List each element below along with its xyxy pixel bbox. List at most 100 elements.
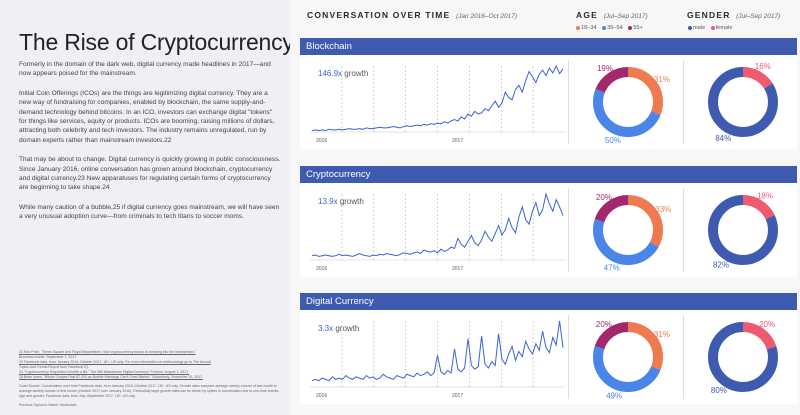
line-chart-digital-currency: 3.3x growth 2016 2017 <box>310 315 565 399</box>
gender-donut: 18% 82% <box>698 188 788 277</box>
page-title: The Rise of Cryptocurrency <box>19 29 294 55</box>
growth-word: growth <box>335 324 360 333</box>
donut-value-label: 20% <box>596 320 612 329</box>
column-divider <box>683 315 684 399</box>
donut-value-label: 20% <box>596 193 612 202</box>
panel-title-cryptocurrency: Cryptocurrency <box>300 166 797 183</box>
legend-label: 18–34 <box>581 25 597 31</box>
donut-value-label: 84% <box>715 134 731 143</box>
footnote-line[interactable]: 25 Brian Iones, "Bitcoin Surges Past $7,… <box>19 375 203 379</box>
footnote-line[interactable]: 22 Rob Price, "Times Square and Floyd Ma… <box>19 350 196 354</box>
series-line <box>311 64 564 132</box>
growth-value: 146.9x <box>318 69 343 78</box>
donut-slice <box>708 322 778 392</box>
footnote-line: Topics and Trends Report from Facebook I… <box>19 365 89 369</box>
chart-source-note: Chart Source: Conversation over time Fac… <box>19 384 280 398</box>
age-header-label: AGE <box>576 10 599 20</box>
panel-blockchain: 146.9x growth 2016 2017 31% 50% 19% 16% 84% <box>300 55 797 149</box>
line-chart-blockchain: 146.9x growth 2016 2017 <box>310 60 565 144</box>
column-divider <box>683 188 684 272</box>
column-divider <box>568 188 569 272</box>
right-column: CONVERSATION OVER TIME (Jan 2016–Oct 201… <box>290 0 800 415</box>
donut-value-label: 33% <box>655 205 671 214</box>
line-chart-svg <box>310 320 565 388</box>
previous-topics-link[interactable]: Previous Topics to Watch: blockchain <box>19 403 77 407</box>
column-divider <box>568 315 569 399</box>
legend-swatch <box>602 25 607 30</box>
footnote-line: Business Insider, September 1, 2017. <box>19 355 78 359</box>
donut-value-label: 16% <box>755 62 771 71</box>
left-column: The Rise of Cryptocurrency Formerly in t… <box>0 0 294 415</box>
x-tick-label: 2017 <box>452 393 464 399</box>
x-tick-label: 2016 <box>316 138 328 144</box>
growth-word: growth <box>344 69 369 78</box>
paragraph-3: That may be about to change. Digital cur… <box>19 156 281 192</box>
column-divider <box>683 60 684 144</box>
donut-svg: 20% 80% <box>708 320 778 395</box>
donut-value-label: 82% <box>713 261 729 270</box>
conversation-header: CONVERSATION OVER TIME (Jan 2016–Oct 201… <box>307 10 517 20</box>
conversation-header-label: CONVERSATION OVER TIME <box>307 10 451 20</box>
footnote-line[interactable]: 23 Facebook data, from January 2016–Octo… <box>19 360 211 364</box>
column-divider <box>568 60 569 144</box>
age-header-range: (Jul–Sep 2017) <box>603 13 648 20</box>
legend-label: male <box>693 25 706 31</box>
conversation-header-range: (Jan 2016–Oct 2017) <box>455 13 518 20</box>
gender-donut: 16% 84% <box>698 60 788 149</box>
donut-slice <box>593 322 663 392</box>
panel-title-blockchain: Blockchain <box>300 38 797 55</box>
donut-slice <box>593 195 663 265</box>
legend-label: female <box>715 25 733 31</box>
donut-value-label: 18% <box>757 191 773 200</box>
legend-swatch <box>688 25 692 30</box>
age-donut: 31% 50% 19% <box>583 60 673 149</box>
growth-label: 3.3x growth <box>318 324 359 333</box>
growth-value: 3.3x <box>318 324 334 333</box>
donut-value-label: 20% <box>759 320 775 329</box>
legend-swatch <box>576 25 580 30</box>
donut-svg: 18% 82% <box>708 191 778 270</box>
donut-svg: 31% 49% 20% <box>593 320 670 401</box>
donut-value-label: 19% <box>597 64 613 73</box>
footnote-line[interactable]: 24 "Cryptocurrency Regulation Unveils a … <box>19 370 190 374</box>
gender-header: GENDER (Jul–Sep 2017) <box>687 10 780 20</box>
growth-value: 13.9x <box>318 197 338 206</box>
donut-value-label: 80% <box>711 386 727 395</box>
growth-label: 13.9x growth <box>318 197 364 206</box>
series-line <box>311 320 564 382</box>
x-tick-label: 2016 <box>316 266 328 272</box>
age-header: AGE (Jul–Sep 2017) <box>576 10 648 20</box>
line-chart-svg <box>310 192 565 261</box>
donut-svg: 16% 84% <box>708 62 778 143</box>
donut-value-label: 49% <box>606 392 622 399</box>
series-line <box>311 192 564 257</box>
legend-label: 35–54 <box>607 25 623 31</box>
gender-donut: 20% 80% <box>698 315 788 404</box>
gender-header-label: GENDER <box>687 10 731 20</box>
x-tick-label: 2017 <box>452 138 464 144</box>
donut-slice <box>708 195 778 265</box>
donut-slice <box>593 195 663 265</box>
x-tick-label: 2016 <box>316 393 328 399</box>
donut-value-label: 47% <box>604 264 620 272</box>
age-legend: 18–34 35–54 55+ <box>572 25 643 31</box>
intro-text: Formerly in the domain of the dark web, … <box>19 60 281 232</box>
paragraph-2: Initial Coin Offerings (ICOs) are the th… <box>19 89 275 144</box>
growth-label: 146.9x growth <box>318 69 368 78</box>
donut-slice <box>593 67 663 137</box>
growth-word: growth <box>339 197 364 206</box>
age-donut: 33% 47% 20% <box>583 188 673 277</box>
paragraph-1: Formerly in the domain of the dark web, … <box>19 61 271 78</box>
donut-value-label: 50% <box>605 136 621 144</box>
legend-label: 55+ <box>633 25 643 31</box>
donut-value-label: 31% <box>654 75 670 84</box>
donut-value-label: 31% <box>654 330 670 339</box>
donut-svg: 33% 47% 20% <box>593 193 671 273</box>
panel-title-digital-currency: Digital Currency <box>300 293 797 310</box>
age-donut: 31% 49% 20% <box>583 315 673 404</box>
donut-slice <box>708 67 778 137</box>
footnotes: 22 Rob Price, "Times Square and Floyd Ma… <box>19 350 281 408</box>
line-chart-svg <box>310 64 565 133</box>
gender-legend: male female <box>684 25 732 31</box>
gender-header-range: (Jul–Sep 2017) <box>736 13 781 20</box>
